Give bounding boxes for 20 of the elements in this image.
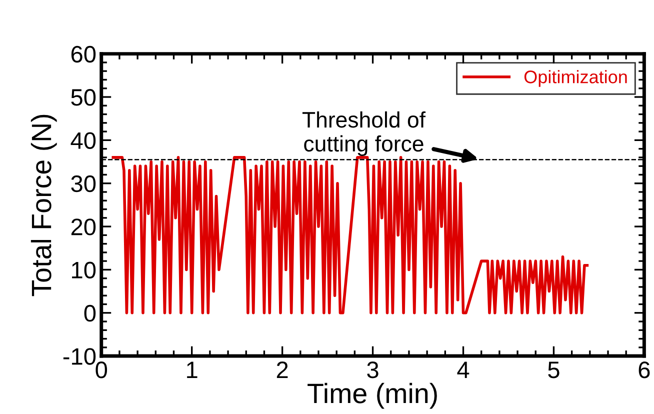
x-tick-label: 1	[187, 362, 198, 378]
y-tick-label: 30	[71, 175, 96, 192]
x-tick-label: 4	[457, 362, 470, 378]
x-tick-label: 2	[276, 362, 288, 378]
x-tick-label: 3	[367, 362, 378, 378]
y-axis-title: Total Force (N)	[30, 114, 57, 296]
annotation: Threshold of cutting force	[302, 111, 426, 156]
x-tick-label: 5	[548, 362, 560, 378]
y-tick-label: 50	[71, 89, 96, 106]
x-axis-title: Time (min)	[308, 382, 437, 409]
y-tick-label: -10	[63, 348, 96, 365]
y-tick-label: 0	[84, 304, 96, 322]
y-tick-label: 20	[71, 218, 96, 236]
x-tick-label: 6	[638, 362, 650, 378]
x-tick-label: 0	[96, 362, 108, 378]
y-tick-label: 60	[71, 46, 96, 63]
y-tick-label: 10	[72, 262, 96, 278]
y-tick-label: 40	[70, 132, 96, 149]
line-series	[112, 156, 589, 314]
legend-label: Opitimization	[524, 70, 627, 87]
